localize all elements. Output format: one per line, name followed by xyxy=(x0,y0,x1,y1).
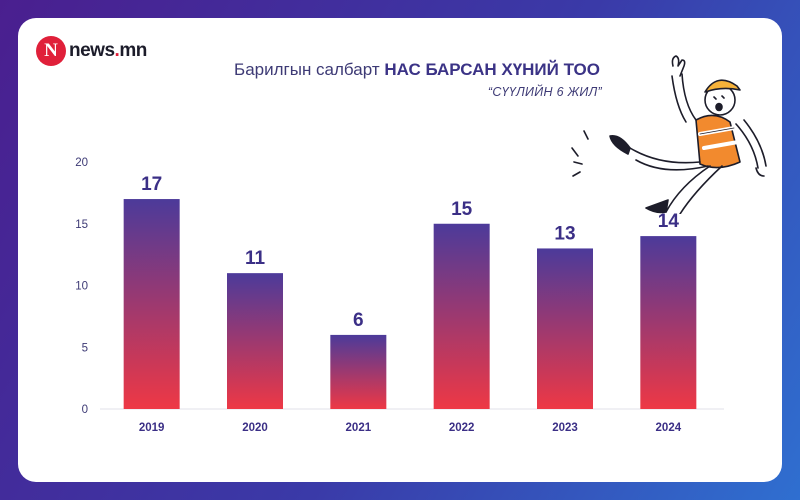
y-tick-label: 20 xyxy=(75,157,88,169)
x-tick-label: 2022 xyxy=(449,422,475,434)
bar-value-label: 6 xyxy=(353,310,364,331)
logo-wordmark: news.mn xyxy=(69,40,147,62)
bar-2024 xyxy=(640,236,697,409)
bar-2021 xyxy=(330,334,387,409)
y-tick-label: 10 xyxy=(75,281,88,293)
chart-title-regular: Барилгын салбарт xyxy=(234,60,385,79)
bar-value-label: 13 xyxy=(554,223,575,244)
x-tick-label: 2019 xyxy=(139,422,165,434)
bar-value-label: 17 xyxy=(141,174,162,195)
chart-card: N news.mn Барилгын салбарт НАС БАРСАН ХҮ… xyxy=(18,18,782,482)
bar-value-label: 14 xyxy=(658,211,680,232)
chart-title: Барилгын салбарт НАС БАРСАН ХҮНИЙ ТОО xyxy=(18,60,600,80)
logo-badge-icon: N xyxy=(36,36,66,66)
chart-subtitle: “СҮҮЛИЙН 6 ЖИЛ” xyxy=(487,85,602,99)
y-tick-label: 5 xyxy=(82,342,88,354)
x-tick-label: 2021 xyxy=(346,422,372,434)
x-tick-label: 2020 xyxy=(242,422,268,434)
x-tick-label: 2023 xyxy=(552,422,578,434)
x-tick-label: 2024 xyxy=(656,422,682,434)
bar-2022 xyxy=(433,223,490,409)
y-tick-label: 15 xyxy=(75,219,88,231)
chart-title-bold: НАС БАРСАН ХҮНИЙ ТОО xyxy=(384,60,600,79)
bar-2019 xyxy=(123,199,180,409)
logo-tld: mn xyxy=(119,40,147,61)
bar-value-label: 15 xyxy=(451,199,473,220)
bar-2020 xyxy=(227,273,283,409)
bar-value-label: 11 xyxy=(245,248,266,269)
y-tick-label: 0 xyxy=(82,404,88,416)
falling-worker-icon xyxy=(571,55,767,214)
logo-name: news xyxy=(69,40,115,61)
bar-chart: 0 5 10 15 20 17 2019 11 2020 6 2021 15 2022 13 2023 14… xyxy=(75,157,724,434)
news-logo[interactable]: N news.mn xyxy=(36,36,147,66)
bar-2023 xyxy=(537,248,593,409)
logo-dot: . xyxy=(114,40,120,61)
